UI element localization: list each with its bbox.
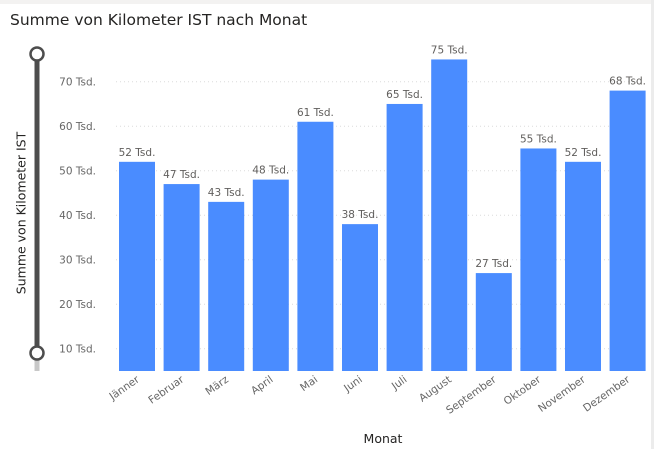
data-label: 38 Tsd.	[342, 209, 379, 221]
x-tick-label: August	[417, 374, 454, 405]
x-tick-label: Mai	[298, 374, 320, 394]
chart-title: Summe von Kilometer IST nach Monat	[10, 11, 308, 29]
x-tick-label: Oktober	[502, 373, 544, 408]
zoom-slider-bottom-handle[interactable]	[29, 345, 45, 361]
y-tick-label: 10 Tsd.	[59, 344, 96, 356]
zoom-slider-top-handle[interactable]	[29, 46, 45, 62]
y-tick-label: 30 Tsd.	[59, 255, 96, 267]
data-label: 27 Tsd.	[475, 258, 512, 270]
y-tick-label: 60 Tsd.	[59, 121, 96, 133]
bar-februar[interactable]	[163, 184, 200, 371]
bar-mai[interactable]	[297, 121, 334, 372]
bar-jänner[interactable]	[119, 161, 155, 371]
y-tick-label: 20 Tsd.	[59, 299, 96, 311]
right-border	[651, 0, 654, 449]
bar-juni[interactable]	[342, 224, 378, 371]
x-tick-label: März	[203, 373, 231, 398]
y-tick-label: 70 Tsd.	[59, 77, 96, 89]
x-tick-label: November	[536, 373, 588, 415]
x-tick-label: April	[249, 374, 276, 398]
y-tick-label: 50 Tsd.	[59, 166, 96, 178]
data-label: 48 Tsd.	[252, 165, 289, 177]
data-label: 52 Tsd.	[565, 147, 602, 159]
data-label: 52 Tsd.	[119, 147, 156, 159]
bar-oktober[interactable]	[520, 148, 557, 371]
data-label: 68 Tsd.	[609, 76, 646, 88]
bar-juli[interactable]	[386, 103, 423, 371]
bar-september[interactable]	[475, 273, 512, 371]
y-tick-label: 40 Tsd.	[59, 210, 96, 222]
x-tick-label: Februar	[146, 373, 186, 406]
bar-dezember[interactable]	[609, 90, 646, 371]
data-label: 55 Tsd.	[520, 133, 557, 145]
x-tick-label: Jänner	[106, 373, 142, 403]
x-tick-label: Juli	[389, 374, 409, 393]
bar-märz[interactable]	[208, 201, 245, 371]
x-tick-label: Juni	[341, 374, 365, 395]
data-label: 61 Tsd.	[297, 107, 334, 119]
bar-november[interactable]	[565, 161, 601, 371]
bar-august[interactable]	[431, 59, 468, 371]
x-tick-label: Dezember	[581, 373, 633, 414]
data-label: 43 Tsd.	[208, 187, 245, 199]
top-border	[0, 0, 654, 4]
bar-april[interactable]	[252, 179, 289, 371]
x-tick-label: September	[444, 373, 499, 417]
data-label: 47 Tsd.	[163, 169, 200, 181]
x-axis-title: Monat	[363, 431, 403, 446]
data-label: 65 Tsd.	[386, 89, 423, 101]
data-label: 75 Tsd.	[431, 44, 468, 56]
